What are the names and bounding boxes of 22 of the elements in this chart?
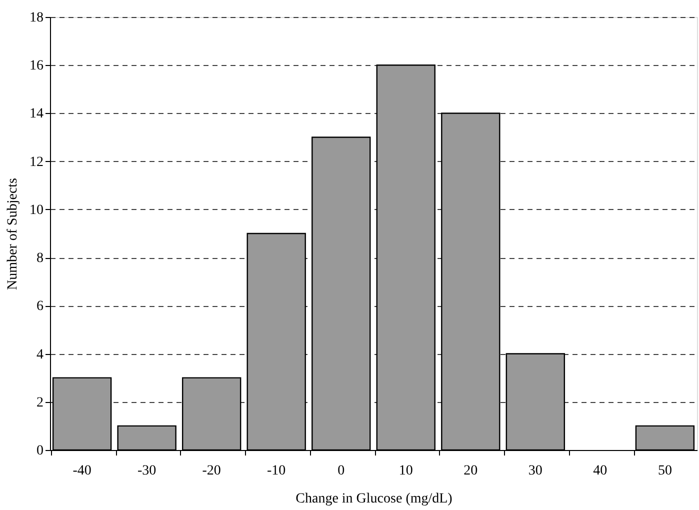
x-tick-label: 0: [338, 464, 345, 478]
y-tick-label: 16: [30, 58, 44, 74]
y-tick-label: 4: [36, 347, 44, 362]
y-tick-label: 10: [30, 202, 44, 218]
x-tick-label: -40: [72, 464, 92, 478]
y-tick-label: 2: [36, 395, 44, 410]
x-tick-label: -10: [267, 464, 286, 478]
x-tick-label: 40: [593, 464, 608, 478]
y-tick-label: 12: [30, 154, 44, 170]
x-tick-label: 10: [398, 464, 413, 478]
y-tick-label: 6: [36, 299, 44, 314]
y-tick-label: 18: [30, 10, 44, 26]
x-tick-label: 50: [658, 464, 672, 478]
y-tick-label: 14: [30, 106, 44, 122]
x-tick-label: -30: [137, 464, 156, 478]
x-tick-label: 20: [464, 464, 478, 478]
x-tick-label: -20: [202, 464, 221, 478]
y-tick-label: 8: [36, 251, 44, 266]
x-tick-label: 30: [528, 464, 542, 478]
y-tick-label: 0: [36, 444, 44, 458]
y-axis-title: Number of Subjects: [6, 178, 20, 290]
x-axis-title: Change in Glucose (mg/dL): [296, 492, 453, 506]
